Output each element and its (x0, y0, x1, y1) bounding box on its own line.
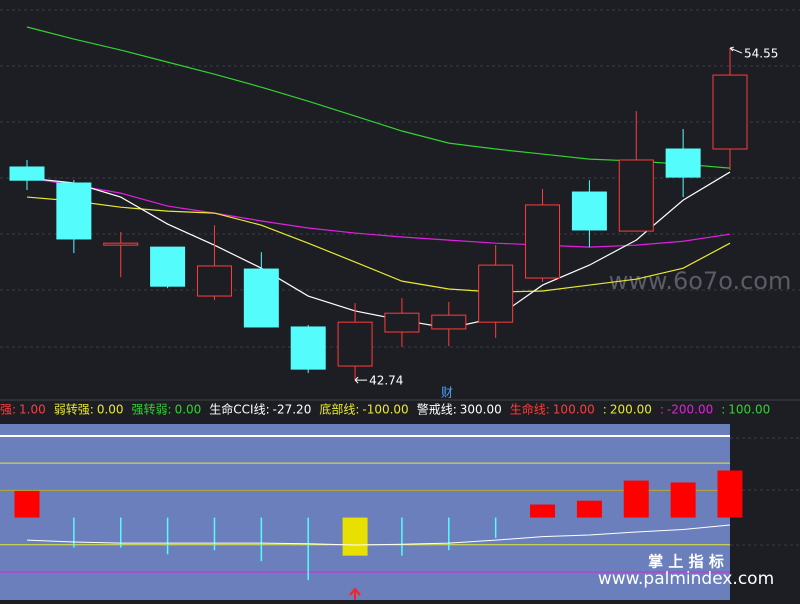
legend-value: -100.00 (362, 403, 408, 417)
legend-value: -27.20 (273, 403, 312, 417)
legend-value: 100.00 (728, 403, 770, 417)
legend-value: -200.00 (667, 403, 713, 417)
indicator-bar (670, 482, 696, 518)
candle-body (56, 182, 92, 240)
moving-average-line (26, 196, 731, 293)
indicator-bar (166, 517, 169, 555)
indicator-bar (213, 517, 216, 551)
low-label: 42.74 (369, 374, 403, 388)
indicator-bar (576, 500, 602, 518)
low-arrow (354, 376, 368, 384)
legend-value: 0.00 (97, 403, 124, 417)
indicator-plot (0, 434, 743, 581)
indicator-legend: 强: 1.00 弱转强: 0.00 强转弱: 0.00 生命CCI线: -27.20 底部线: -… (0, 402, 770, 417)
legend-name: 警戒线: (417, 402, 457, 417)
candle-body (712, 74, 748, 150)
indicator-bar (342, 517, 368, 556)
indicator-bar (494, 517, 497, 538)
candle-body (337, 321, 373, 367)
marker-label: 财 (441, 386, 453, 400)
panel-grid (0, 9, 800, 546)
moving-average-line (26, 26, 731, 169)
indicator-bar (717, 470, 743, 518)
moving-average-line (26, 171, 731, 329)
legend-value: 300.00 (460, 403, 502, 417)
price-panel: 54.55 42.74 财 (9, 26, 778, 400)
candle-body (618, 159, 654, 232)
legend-value: 1.00 (19, 403, 46, 417)
candle-body (103, 242, 139, 246)
candle-body (196, 265, 232, 297)
legend-name: : (603, 403, 607, 417)
indicator-bar (14, 490, 40, 518)
legend-name: 强: (0, 403, 16, 417)
legend-value: 100.00 (553, 403, 595, 417)
legend-name: : (721, 403, 725, 417)
candle-body (571, 191, 607, 231)
indicator-bar (73, 517, 75, 548)
indicator-bar (307, 517, 309, 581)
indicator-panel (0, 424, 730, 600)
high-label: 54.55 (744, 47, 778, 61)
moving-average-line (26, 177, 731, 248)
indicator-bar (530, 504, 556, 518)
cci-line (26, 524, 731, 546)
candle-body (243, 268, 279, 328)
candle-body (384, 312, 420, 333)
candle-body (150, 246, 186, 287)
indicator-bar (260, 517, 263, 562)
legend-value: 0.00 (175, 403, 202, 417)
legend-name: 强转弱: (132, 402, 172, 417)
legend-value: 200.00 (610, 403, 652, 417)
indicator-bar (623, 480, 649, 518)
candle-body (525, 204, 561, 279)
indicator-bar (448, 517, 450, 551)
candle-body (9, 166, 45, 181)
watermark: www.6o7o.com (609, 267, 792, 295)
watermark-site: www.palmindex.com (598, 569, 774, 589)
legend-name: 弱转强: (54, 402, 94, 417)
watermark-brand: 掌 上 指 标 (648, 553, 724, 571)
legend-name: : (660, 403, 664, 417)
legend-name: 生命线: (510, 402, 550, 417)
indicator-bar (401, 517, 403, 556)
signal-arrow (349, 587, 361, 600)
candle-body (290, 326, 326, 370)
candle-body (665, 148, 701, 178)
candle-body (431, 314, 467, 330)
indicator-bar (119, 517, 122, 548)
legend-name: 底部线: (319, 402, 359, 417)
high-arrow (729, 46, 743, 54)
legend-name: 生命CCI线: (209, 402, 269, 417)
candle-body (478, 264, 514, 323)
